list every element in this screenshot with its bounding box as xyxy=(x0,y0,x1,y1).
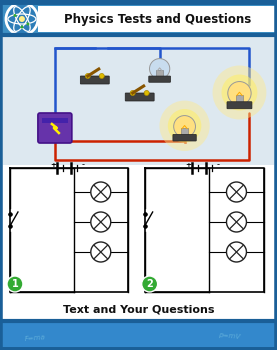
Circle shape xyxy=(91,182,111,202)
Circle shape xyxy=(26,22,29,26)
Text: F=ma: F=ma xyxy=(24,334,46,342)
Text: Text and Your Questions: Text and Your Questions xyxy=(63,305,214,315)
FancyBboxPatch shape xyxy=(80,76,109,84)
Circle shape xyxy=(70,70,239,240)
Text: +: + xyxy=(51,162,56,168)
Circle shape xyxy=(222,75,257,111)
Bar xyxy=(181,128,188,135)
Text: V=S/t: V=S/t xyxy=(97,10,118,20)
Circle shape xyxy=(212,65,266,119)
Circle shape xyxy=(160,100,210,151)
Bar xyxy=(0,321,277,350)
Bar xyxy=(0,0,277,35)
Text: -: - xyxy=(217,161,220,169)
Bar xyxy=(38,6,275,32)
Circle shape xyxy=(95,95,215,215)
FancyBboxPatch shape xyxy=(38,113,72,143)
Circle shape xyxy=(99,74,104,78)
Circle shape xyxy=(144,91,149,96)
Text: 1: 1 xyxy=(12,279,18,289)
Text: p=mV: p=mV xyxy=(241,10,258,16)
Circle shape xyxy=(142,276,158,292)
FancyBboxPatch shape xyxy=(125,93,154,101)
Text: =mg: =mg xyxy=(159,12,180,24)
Circle shape xyxy=(168,109,201,142)
Circle shape xyxy=(85,74,90,78)
Text: 2: 2 xyxy=(146,279,153,289)
Circle shape xyxy=(7,276,23,292)
Bar xyxy=(3,165,274,299)
Text: +: + xyxy=(185,162,191,168)
FancyBboxPatch shape xyxy=(227,102,252,109)
Bar xyxy=(236,95,243,102)
Bar xyxy=(3,35,274,299)
Circle shape xyxy=(120,120,190,190)
FancyBboxPatch shape xyxy=(149,76,170,82)
Bar xyxy=(0,299,277,321)
Circle shape xyxy=(19,16,25,22)
Text: -: - xyxy=(82,161,85,169)
Circle shape xyxy=(150,58,170,79)
Bar xyxy=(157,70,163,77)
Circle shape xyxy=(227,182,246,202)
Circle shape xyxy=(227,212,246,232)
FancyBboxPatch shape xyxy=(173,134,196,141)
Bar xyxy=(42,118,68,123)
Circle shape xyxy=(228,82,251,105)
Circle shape xyxy=(13,14,16,17)
Text: p=mV: p=mV xyxy=(218,332,241,340)
Bar xyxy=(3,35,274,165)
Circle shape xyxy=(91,212,111,232)
Circle shape xyxy=(130,91,135,96)
Circle shape xyxy=(227,242,246,262)
Circle shape xyxy=(91,242,111,262)
Text: F=ma: F=ma xyxy=(219,16,240,24)
Circle shape xyxy=(174,116,195,138)
Text: Physics Tests and Questions: Physics Tests and Questions xyxy=(64,13,251,26)
Circle shape xyxy=(6,3,38,35)
Circle shape xyxy=(21,26,23,28)
